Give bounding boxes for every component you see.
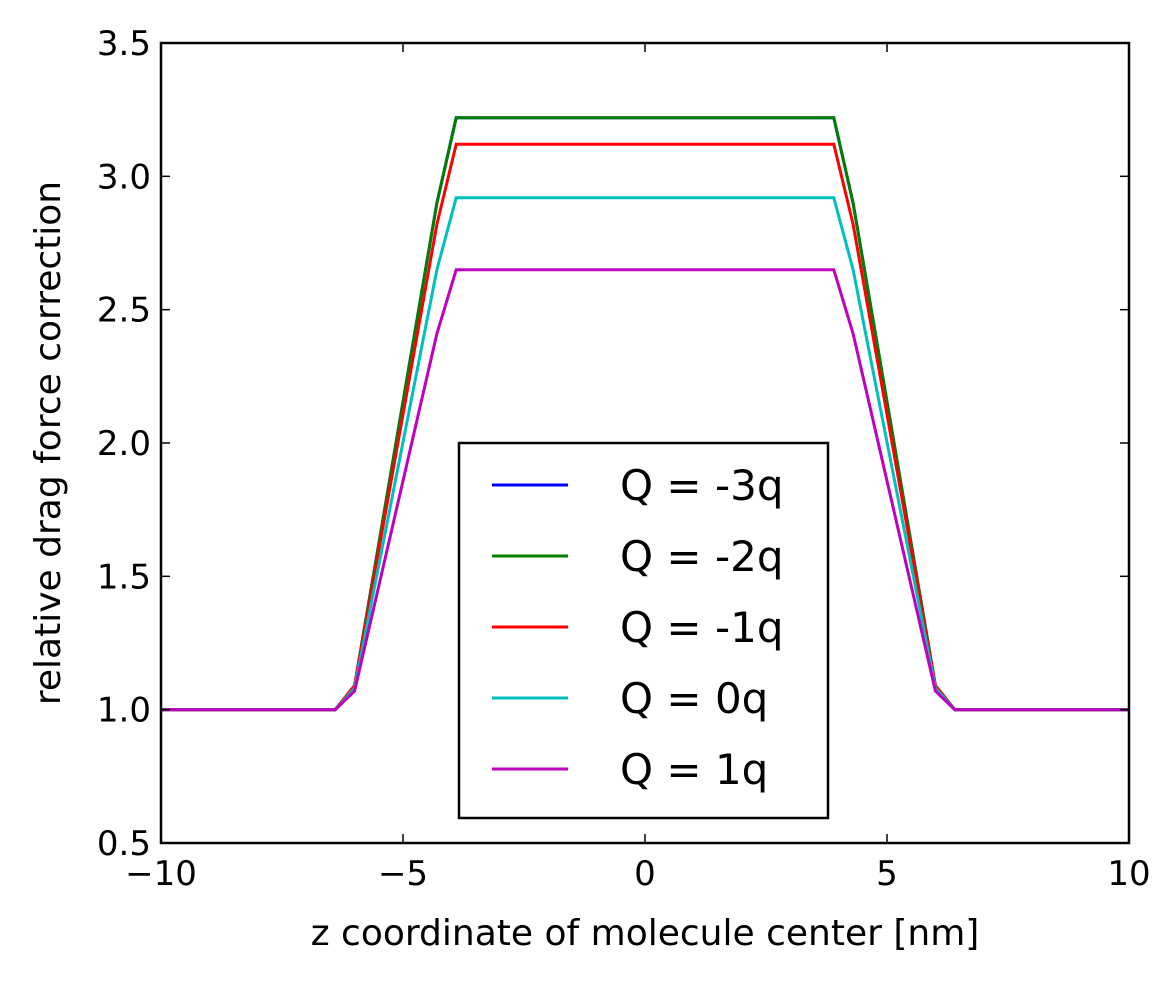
legend-label-0: Q = -3q — [620, 461, 784, 510]
legend-label-4: Q = 1q — [620, 745, 768, 794]
y-tick-label: 1.0 — [97, 691, 151, 731]
x-axis-label: z coordinate of molecule center [nm] — [311, 913, 980, 954]
y-tick-label: 0.5 — [97, 824, 151, 864]
y-axis-label: relative drag force correction — [28, 181, 69, 705]
legend-label-2: Q = -1q — [620, 603, 784, 652]
series-line-4 — [161, 268, 1129, 712]
x-tick-label: −5 — [378, 854, 428, 894]
legend-items: Q = -3q Q = -2q Q = -1q Q = 0q Q = 1q — [492, 461, 784, 794]
x-tick-label: −10 — [125, 854, 197, 894]
y-tick-label: 1.5 — [97, 557, 151, 597]
legend: Q = -3q Q = -2q Q = -1q Q = 0q Q = 1q — [457, 441, 830, 820]
legend-label-1: Q = -2q — [620, 532, 784, 581]
y-tick-label: 3.0 — [97, 157, 151, 197]
legend-box — [457, 441, 830, 820]
y-tick-label: 3.5 — [97, 24, 151, 64]
y-tick-label: 2.5 — [97, 291, 151, 331]
x-tick-label: 10 — [1107, 854, 1150, 894]
x-tick-label: 5 — [876, 854, 898, 894]
x-tick-label: 0 — [634, 854, 656, 894]
ticks-layer: −10 −5 0 5 10 0.5 1.0 1.5 2.0 2.5 3.0 3.5 — [97, 24, 1151, 894]
series-layer — [161, 116, 1129, 712]
y-tick-label: 2.0 — [97, 424, 151, 464]
legend-label-3: Q = 0q — [620, 674, 768, 723]
